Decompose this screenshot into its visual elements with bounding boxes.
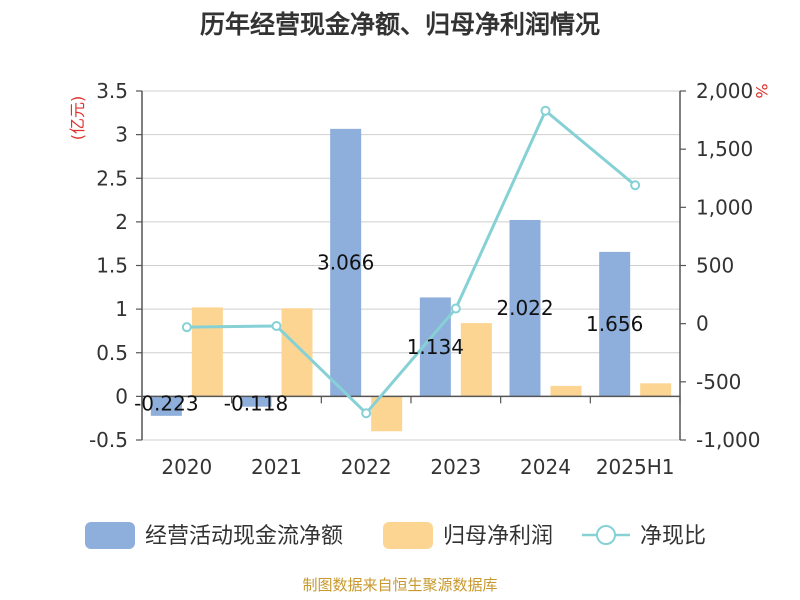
legend-label: 经营活动现金流净额 [145,524,343,549]
x-tick-label: 2023 [430,455,481,479]
data-label: -0.118 [224,391,288,415]
data-label: 1.656 [586,312,643,336]
bar-net-profit [191,307,223,397]
bar-operating-cashflow [509,219,541,397]
bar-net-profit [550,385,582,397]
left-tick-label: 0 [115,384,128,408]
right-axis-label: % [752,83,771,98]
data-label: -0.223 [134,391,198,415]
legend: 经营活动现金流净额 归母净利润 净现比 [85,522,706,549]
data-label: 1.134 [407,335,464,359]
bar-operating-cashflow [419,297,451,397]
x-tick-label: 2024 [520,455,571,479]
chart-title: 历年经营现金净额、归母净利润情况 [200,10,600,39]
right-tick-label: 1,000 [696,195,753,219]
left-tick-label: 1 [115,297,128,321]
bar-operating-cashflow [330,128,362,397]
data-source-note: 制图数据来自恒生聚源数据库 [302,576,497,594]
bar-net-profit [460,323,492,397]
line-series [181,105,641,419]
line-point [181,322,192,333]
legend-swatch [383,522,433,549]
right-tick-label: 0 [696,312,709,336]
right-tick-label: 1,500 [696,137,753,161]
legend-marker [596,525,616,545]
left-axis-label: (亿元) [68,96,87,141]
right-tick-label: -500 [696,370,741,394]
x-tick-label: 2025H1 [596,455,675,479]
left-tick-label: -0.5 [89,428,128,452]
x-tick-label: 2022 [341,455,392,479]
x-tick-label: 2020 [161,455,212,479]
right-tick-label: 500 [696,254,734,278]
data-labels: -0.223 -0.118 3.066 1.134 2.022 1.656 [134,251,643,416]
right-tick-label: -1,000 [696,428,760,452]
data-label: 3.066 [317,251,374,275]
bar-net-profit [640,383,672,397]
right-tick-label: 2,000 [696,79,753,103]
legend-swatch [85,522,135,549]
line-net-cash-ratio [186,108,637,416]
data-label: 2.022 [496,296,553,320]
legend-label: 归母净利润 [443,524,553,549]
line-point [271,320,282,331]
axis-ticks: -0.5 0 0.5 1 1.5 2 2.5 3 3.5 -1,000 -500 0 500 1,000 1… [89,79,761,479]
x-tick-label: 2021 [251,455,302,479]
left-tick-label: 0.5 [96,341,128,365]
bar-operating-cashflow [240,396,272,407]
bar-net-profit [281,308,313,397]
bar-operating-cashflow [599,251,631,397]
left-tick-label: 2.5 [96,166,128,190]
left-tick-label: 3.5 [96,79,128,103]
bar-operating-cashflow [150,396,182,416]
legend-label: 净现比 [640,524,706,549]
left-tick-label: 1.5 [96,254,128,278]
left-tick-label: 2 [115,210,128,234]
left-tick-label: 3 [115,123,128,147]
line-point [361,408,372,419]
bars [150,128,672,432]
line-point [450,303,461,314]
line-point [630,180,641,191]
line-point [540,105,551,116]
